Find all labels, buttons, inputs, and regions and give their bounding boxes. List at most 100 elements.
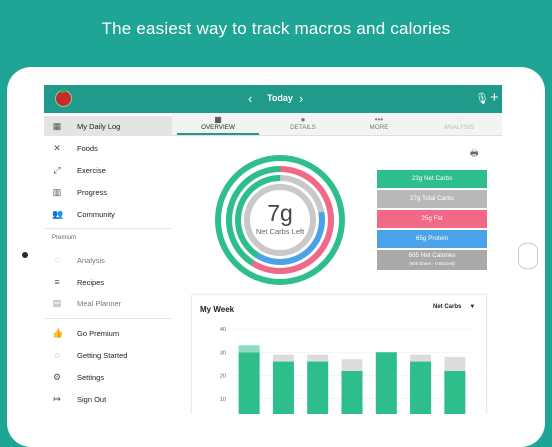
calendar-icon: ▤ <box>52 298 62 308</box>
sidebar-item-label: Meal Planner <box>77 299 122 308</box>
tab-bar: ▦ OVERVIEW ● DETAILS ••• MORE ◌ ANALYSIS <box>172 113 502 136</box>
thumbs-up-icon: 👍 <box>52 328 64 338</box>
tab-more[interactable]: ••• MORE <box>338 113 420 135</box>
tab-label: OVERVIEW <box>201 124 235 131</box>
bar-net-carbs <box>238 352 260 414</box>
bar-remaining <box>410 354 432 362</box>
legend-total-carbs: 27g Total Carbs <box>377 190 487 208</box>
sidebar-item-go-premium[interactable]: 👍 Go Premium <box>44 323 172 343</box>
sidebar-item-foods[interactable]: ✕ Foods <box>44 138 172 158</box>
net-carbs-left-value: 7g <box>267 200 293 226</box>
legend-net-carbs: 23g Net Carbs <box>377 170 487 188</box>
legend-fat: 25g Fat <box>377 210 487 228</box>
sidebar-item-meal-planner[interactable]: ▤ Meal Planner <box>44 293 172 313</box>
microphone-icon[interactable]: 🎙 <box>475 93 489 105</box>
metric-dropdown-value: Net Carbs <box>433 304 462 310</box>
y-tick-label: 40 <box>220 327 226 333</box>
dropdown-arrow-icon: ▼ <box>469 304 476 310</box>
top-bar: ‹ Today › 🎙 + <box>44 85 502 113</box>
bulb-icon: ◌ <box>456 115 462 124</box>
my-week-chart: 010203040TuWeThFrSaSuMo <box>220 327 472 414</box>
sidebar: ▦ My Daily Log ✕ Foods ⤢ Exercise ▥ Progress… <box>44 113 173 414</box>
people-icon: 👥 <box>52 209 64 219</box>
tab-overview[interactable]: ▦ OVERVIEW <box>177 113 259 135</box>
bar-net-carbs <box>341 370 363 414</box>
sidebar-item-label: Progress <box>77 188 108 197</box>
sidebar-divider <box>44 228 172 229</box>
macro-rings: 7g Net Carbs Left <box>213 153 347 287</box>
sidebar-item-community[interactable]: 👥 Community <box>44 204 172 224</box>
info-icon: ● <box>300 115 306 124</box>
bar-net-carbs <box>444 370 466 414</box>
bar-remaining <box>272 354 294 362</box>
bar-remaining <box>444 356 466 371</box>
exercise-icon: ⤢ <box>53 165 61 175</box>
outer-ring-calories <box>215 155 345 285</box>
sidebar-item-progress[interactable]: ▥ Progress <box>44 182 172 202</box>
sidebar-item-label: My Daily Log <box>77 122 121 131</box>
legend-net-calories-label: 605 Net Calories <box>408 252 456 259</box>
prev-day-button[interactable]: ‹ <box>248 91 253 106</box>
sidebar-item-exercise[interactable]: ⤢ Exercise <box>44 160 172 180</box>
inner-ring-protein-arc <box>235 175 325 265</box>
tablet-camera <box>22 252 28 258</box>
my-week-card: 010203040TuWeThFrSaSuMo My Week Net Carb… <box>192 295 486 414</box>
overview-content: 🖶 7g Net Carbs Left 23g Net Carbs 27g To… <box>172 136 502 414</box>
premium-section-header: Premium <box>52 235 77 241</box>
sidebar-item-label: Foods <box>77 144 98 153</box>
sidebar-item-settings[interactable]: ⚙ Settings <box>44 367 172 387</box>
more-dots-icon: ••• <box>374 115 384 124</box>
legend-protein: 65g Protein <box>377 230 487 248</box>
sidebar-item-getting-started[interactable]: ◌ Getting Started <box>44 345 172 365</box>
sidebar-item-label: Settings <box>77 373 105 382</box>
chart-icon: ▥ <box>52 187 62 197</box>
gear-icon: ⚙ <box>52 372 62 382</box>
my-week-title: My Week <box>200 305 235 314</box>
sidebar-item-label: Recipes <box>77 278 105 287</box>
bar-net-carbs <box>272 361 294 414</box>
date-title: Today <box>267 93 293 103</box>
inner-ring-carbs-arc <box>235 175 325 265</box>
legend-net-calories-sub: (605 Eaten - 0 Burned) <box>409 261 455 266</box>
bar-remaining <box>238 345 260 353</box>
y-tick-label: 10 <box>220 397 226 403</box>
y-tick-label: 30 <box>220 350 226 356</box>
sidebar-item-label: Sign Out <box>77 395 107 404</box>
bulb-icon: ◌ <box>54 255 60 265</box>
list-icon: ≡ <box>54 277 60 287</box>
bar-net-carbs <box>410 361 432 414</box>
sign-out-icon: ↦ <box>53 394 61 404</box>
sidebar-item-label: Community <box>77 210 115 219</box>
tablet-home-button <box>518 243 538 269</box>
bar-remaining <box>307 354 329 362</box>
metric-dropdown[interactable]: Net Carbs ▼ <box>433 304 475 310</box>
next-day-button[interactable]: › <box>299 91 304 106</box>
app-logo-icon <box>55 88 72 107</box>
tab-label: MORE <box>369 124 389 131</box>
bar-net-carbs <box>307 361 329 414</box>
macro-rings-svg <box>215 155 345 285</box>
utensils-icon: ✕ <box>53 143 61 153</box>
sidebar-item-label: Analysis <box>77 256 105 265</box>
app-screen: ‹ Today › 🎙 + ▦ My Daily Log ✕ Foods ⤢ Exer… <box>44 85 502 414</box>
sidebar-divider <box>44 318 172 319</box>
sidebar-item-label: Go Premium <box>77 329 120 338</box>
bulb-icon: ◌ <box>54 350 60 360</box>
sidebar-item-recipes[interactable]: ≡ Recipes <box>44 272 172 292</box>
print-icon[interactable]: 🖶 <box>470 148 479 158</box>
bar-remaining <box>341 359 363 371</box>
log-icon: ▦ <box>52 121 62 131</box>
sidebar-item-sign-out[interactable]: ↦ Sign Out <box>44 389 172 409</box>
legend-net-calories: 605 Net Calories (605 Eaten - 0 Burned) <box>377 250 487 270</box>
net-carbs-left-label: Net Carbs Left <box>255 227 305 236</box>
add-button[interactable]: + <box>490 89 499 106</box>
bar-net-carbs <box>375 352 397 414</box>
sidebar-item-my-daily-log[interactable]: ▦ My Daily Log <box>44 116 172 136</box>
sidebar-item-analysis[interactable]: ◌ Analysis <box>44 250 172 270</box>
sidebar-item-label: Exercise <box>77 166 106 175</box>
y-tick-label: 20 <box>220 374 226 380</box>
calendar-icon: ▦ <box>214 115 222 124</box>
tab-details[interactable]: ● DETAILS <box>262 113 344 135</box>
tab-analysis[interactable]: ◌ ANALYSIS <box>418 113 500 135</box>
innermost-ring-track <box>244 184 316 256</box>
